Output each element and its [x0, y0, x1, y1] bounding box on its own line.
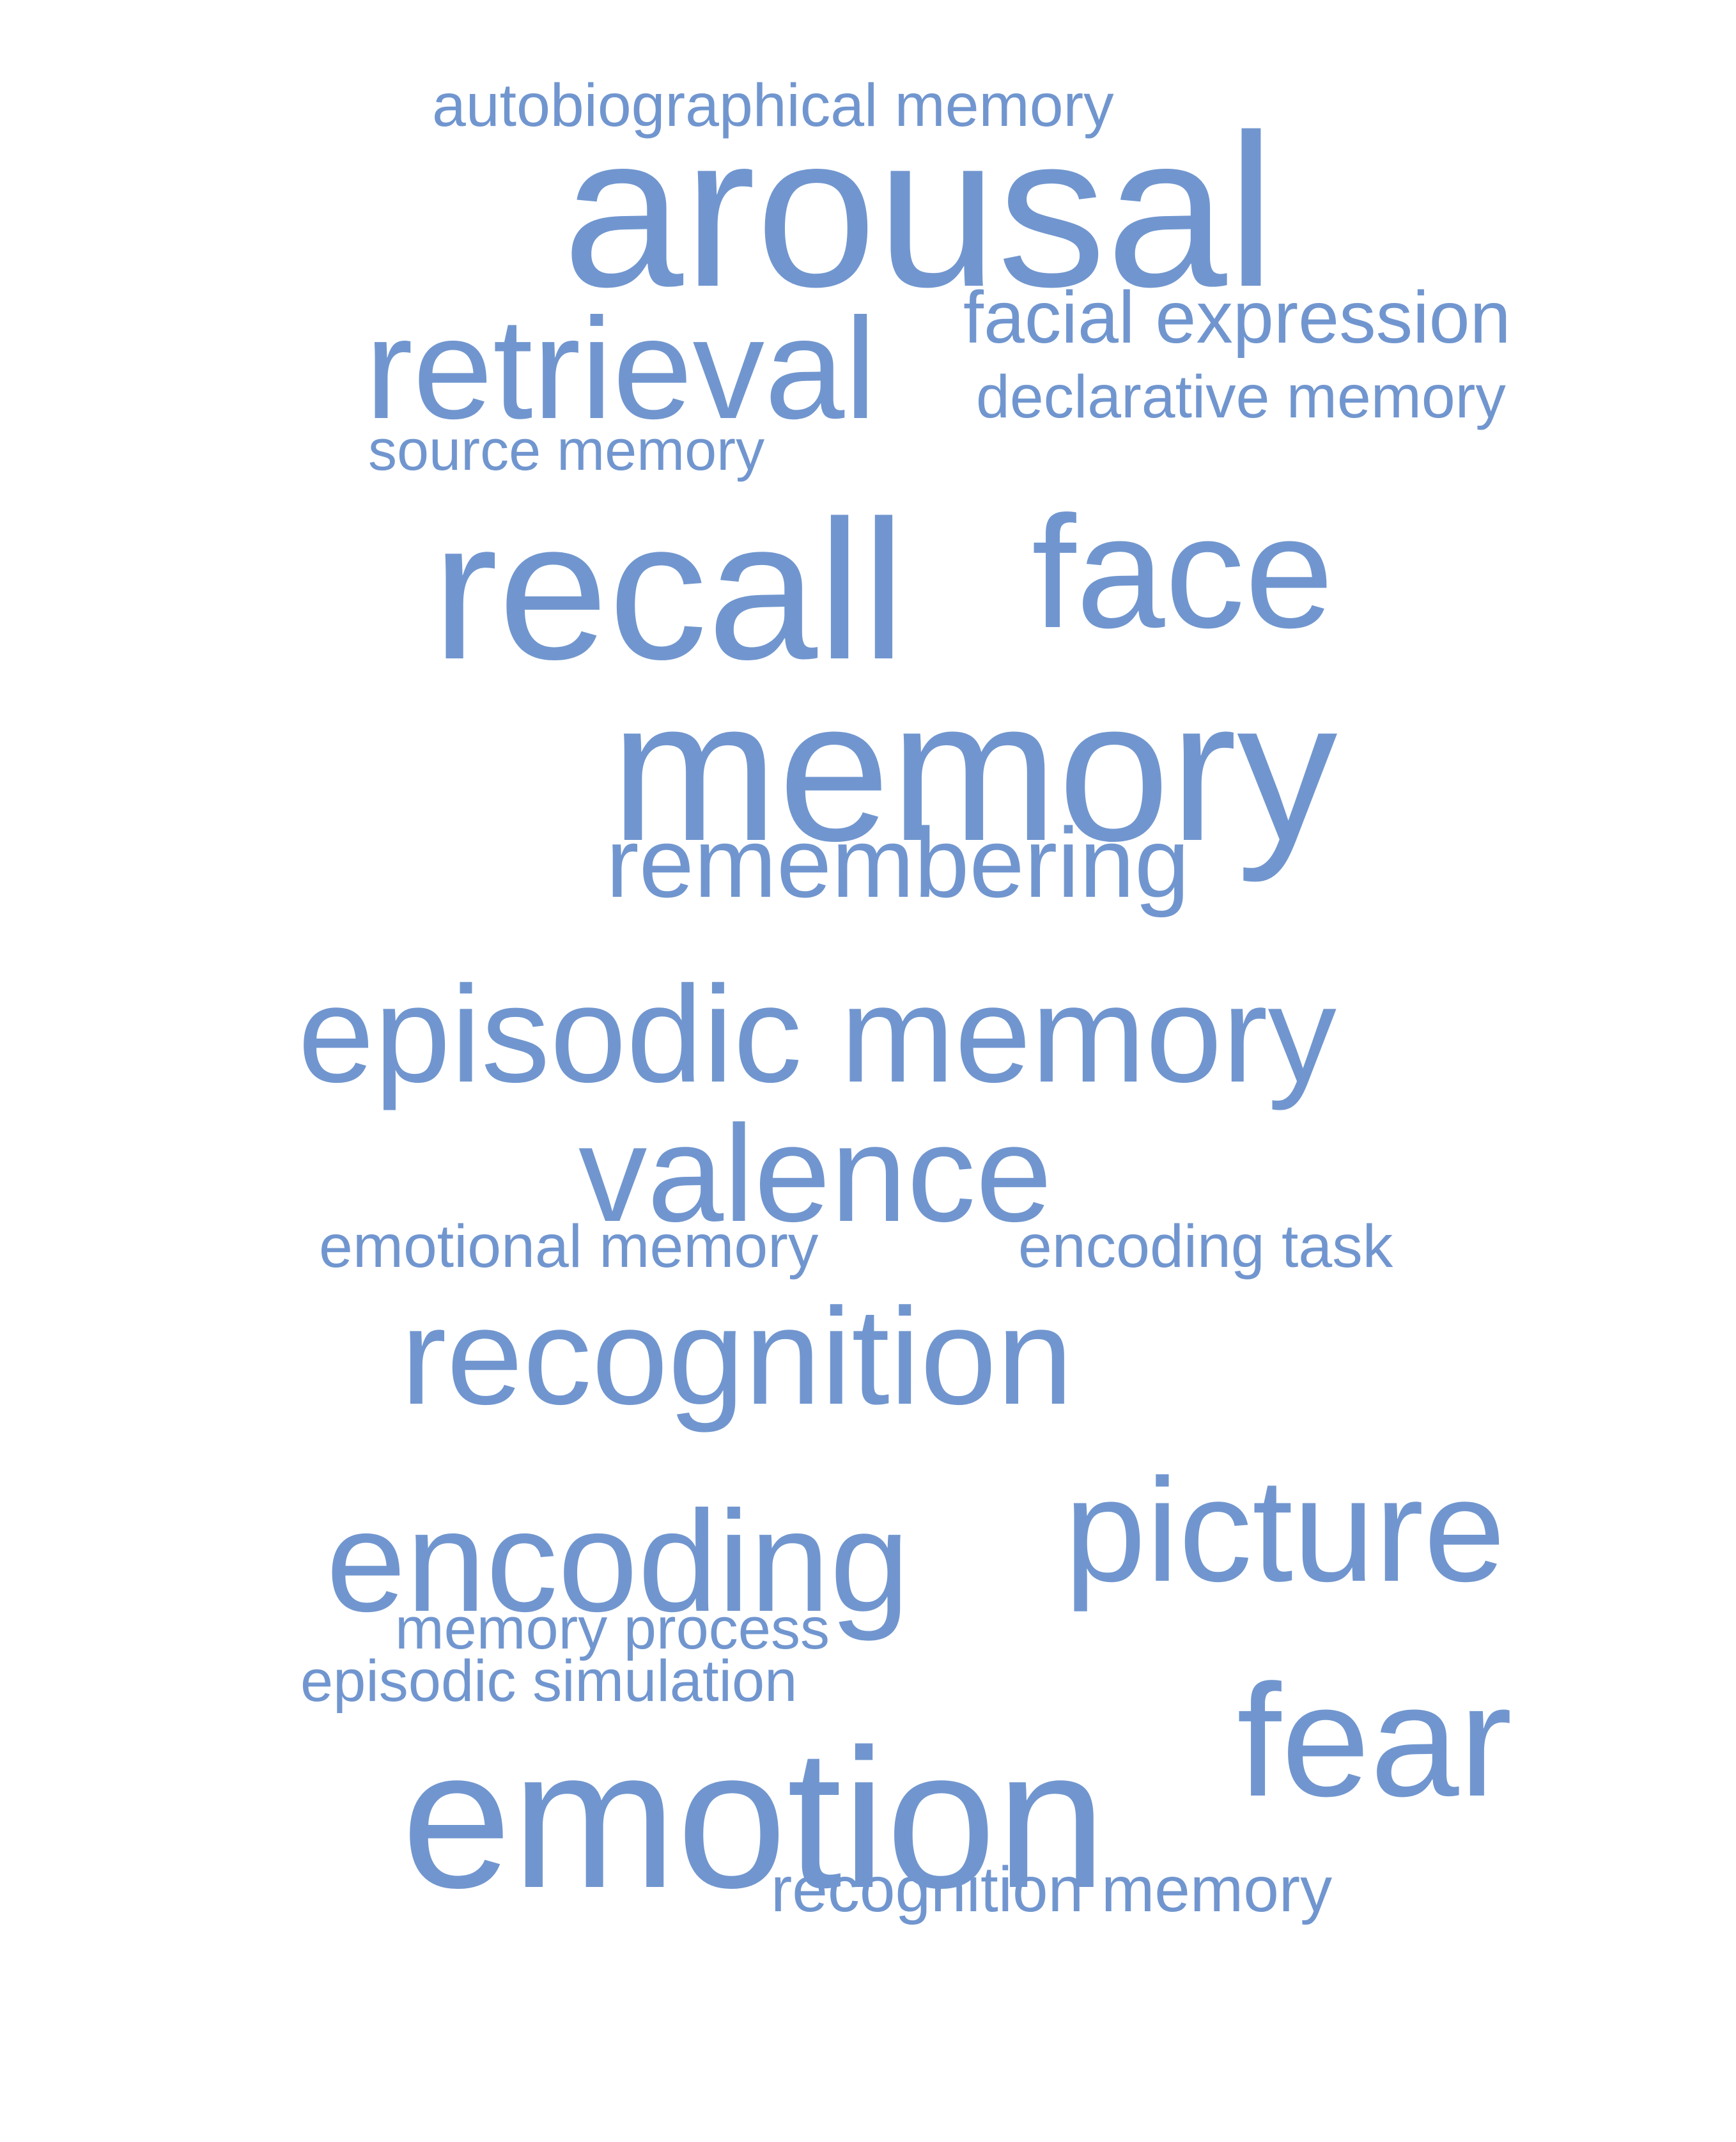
word-episodic-memory: episodic memory [298, 957, 1337, 1111]
word-valence: valence [578, 1096, 1053, 1250]
word-recall: recall [432, 479, 906, 701]
word-episodic-simulation: episodic simulation [300, 1649, 798, 1714]
word-source-memory: source memory [368, 419, 765, 483]
word-arousal: arousal [562, 89, 1276, 332]
word-fear: fear [1237, 1651, 1512, 1829]
word-emotional-memory: emotional memory [319, 1213, 819, 1280]
word-recognition: recognition [401, 1279, 1073, 1433]
word-facial-expression: facial expression [963, 277, 1511, 359]
word-encoding-task: encoding task [1018, 1213, 1393, 1280]
word-picture: picture [1064, 1448, 1506, 1612]
word-encoding: encoding [326, 1480, 910, 1641]
word-emotion: emotion [401, 1707, 1106, 1929]
word-memory: memory [610, 658, 1338, 883]
word-remembering: remembering [606, 807, 1190, 918]
word-retrieval: retrieval [365, 288, 877, 449]
word-memory-process: memory process [395, 1596, 830, 1661]
word-face: face [1032, 483, 1334, 661]
word-recognition-memory: recognition memory [771, 1854, 1333, 1925]
word-autobiographical-memory: autobiographical memory [432, 72, 1114, 139]
word-declarative-memory: declarative memory [976, 363, 1506, 431]
